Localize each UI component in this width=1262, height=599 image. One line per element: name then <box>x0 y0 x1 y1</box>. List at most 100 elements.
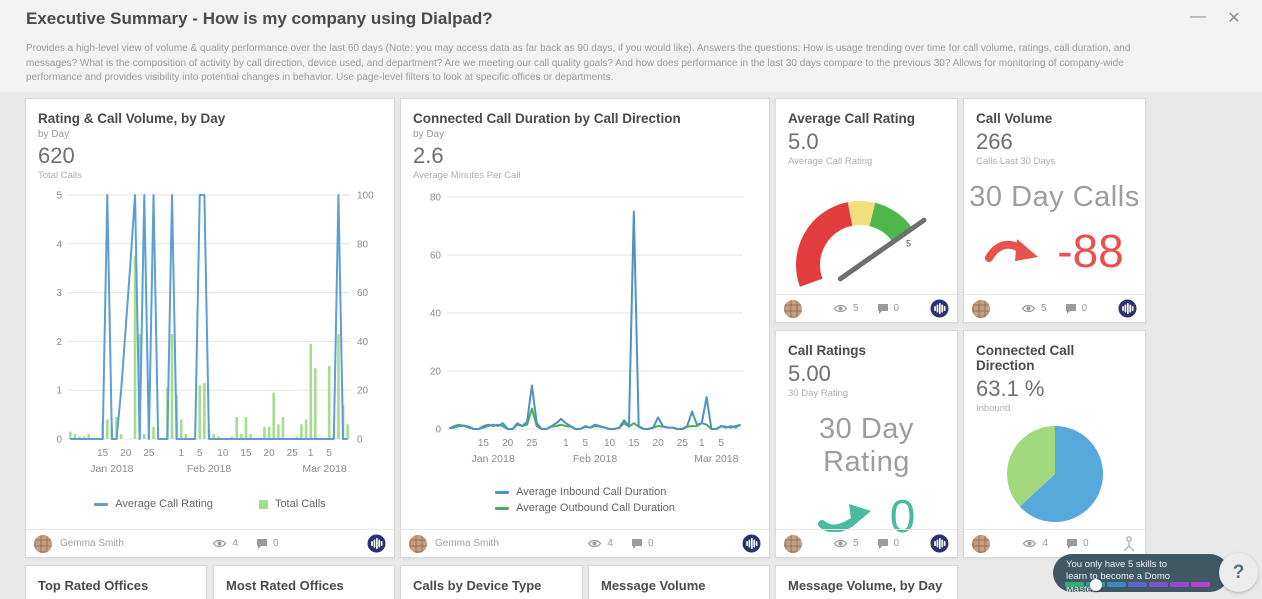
comments-icon <box>256 539 267 549</box>
svg-text:25: 25 <box>677 438 689 449</box>
svg-text:25: 25 <box>287 448 299 459</box>
legend-label: Average Inbound Call Duration <box>516 486 667 498</box>
svg-text:25: 25 <box>143 448 155 459</box>
call-direction-pie-chart <box>1006 426 1103 522</box>
card-footer: Gemma Smith 4 0 <box>26 529 394 557</box>
help-button[interactable]: ? <box>1219 553 1258 592</box>
call-rating-gauge-chart: 5 <box>795 201 926 287</box>
svg-text:20: 20 <box>502 438 514 449</box>
views-eye-icon <box>1023 539 1037 548</box>
card-message-volume-by-day[interactable]: Message Volume, by Day 65 <box>775 565 958 599</box>
card-title: Call Ratings <box>788 343 867 358</box>
svg-text:Jan 2018: Jan 2018 <box>90 463 133 475</box>
card-subtitle: by Day <box>38 129 70 140</box>
svg-text:15: 15 <box>240 448 252 459</box>
skills-progress-segment <box>1128 582 1147 587</box>
comments-count: 0 <box>647 538 654 549</box>
views-eye-icon <box>833 539 848 548</box>
card-owner: Gemma Smith <box>60 538 124 549</box>
views-eye-icon <box>588 539 602 548</box>
skills-tooltip: You only have 5 skills to learn to becom… <box>1053 554 1229 595</box>
card-title: Top Rated Offices <box>38 578 149 593</box>
card-summary-value: 5.00 <box>788 361 831 386</box>
svg-text:10: 10 <box>604 438 616 449</box>
svg-text:20: 20 <box>357 386 369 397</box>
share-icon <box>1123 535 1135 551</box>
card-summary-label: 30 Day Rating <box>788 388 849 399</box>
skills-progress-knob <box>1090 579 1102 591</box>
avatar <box>784 534 802 553</box>
card-summary-label: Calls Last 30 Days <box>976 156 1056 167</box>
card-calls-by-device-type[interactable]: Calls by Device Type <box>400 565 583 599</box>
card-average-call-rating[interactable]: Average Call Rating 5.0 Average Call Rat… <box>775 98 958 323</box>
card-summary-label: Average Minutes Per Call <box>413 170 521 181</box>
views-eye-icon <box>833 304 848 313</box>
views-count: 4 <box>607 538 613 549</box>
card-most-rated-offices[interactable]: Most Rated Offices 4.7 % <box>213 565 395 599</box>
legend-item-inbound: Average Inbound Call Duration <box>495 486 666 498</box>
card-summary-label: Total Calls <box>38 170 82 181</box>
comments-icon <box>631 539 642 549</box>
svg-text:0: 0 <box>435 425 441 436</box>
avatar <box>972 299 990 318</box>
card-call-volume[interactable]: Call Volume 266 Calls Last 30 Days 30 Da… <box>963 98 1146 323</box>
svg-text:Feb 2018: Feb 2018 <box>573 453 618 465</box>
domo-badge-icon <box>930 299 949 318</box>
svg-text:20: 20 <box>653 438 665 449</box>
card-connected-call-direction[interactable]: Connected Call Direction 63.1 % Inbound … <box>963 330 1146 558</box>
avatar <box>784 299 802 318</box>
avatar <box>409 534 427 553</box>
skills-progress-segment <box>1065 582 1084 587</box>
legend-item-rating: Average Call Rating <box>94 498 213 510</box>
svg-text:2: 2 <box>56 337 62 348</box>
minimize-button[interactable]: — <box>1190 8 1206 25</box>
domo-badge-icon <box>742 534 761 553</box>
square-marker-icon <box>258 499 268 509</box>
legend-label: Average Call Rating <box>115 498 213 510</box>
comments-icon <box>1067 539 1077 549</box>
legend-label: Average Outbound Call Duration <box>516 502 675 514</box>
domo-badge-icon <box>1118 299 1137 318</box>
comments-count: 0 <box>893 538 900 549</box>
svg-text:5: 5 <box>326 448 332 459</box>
svg-text:20: 20 <box>264 448 276 459</box>
card-message-volume[interactable]: Message Volume 48 <box>588 565 770 599</box>
card-top-rated-offices[interactable]: Top Rated Offices 5.00 <box>25 565 207 599</box>
card-title: Rating & Call Volume, by Day <box>38 111 226 126</box>
card-rating-call-volume[interactable]: Rating & Call Volume, by Day by Day 620 … <box>25 98 395 558</box>
legend-item-outbound: Average Outbound Call Duration <box>495 502 675 514</box>
card-call-ratings[interactable]: Call Ratings 5.00 30 Day Rating 30 Day R… <box>775 330 958 558</box>
card-title: Average Call Rating <box>788 111 916 126</box>
trend-up-arrow-icon <box>817 504 871 532</box>
svg-text:25: 25 <box>526 438 538 449</box>
card-footer: Gemma Smith 4 0 <box>401 529 769 557</box>
views-count: 5 <box>1040 303 1047 314</box>
svg-text:5: 5 <box>56 191 62 202</box>
comments-count: 0 <box>272 538 279 549</box>
close-button[interactable]: ✕ <box>1227 10 1241 27</box>
comments-count: 0 <box>1083 538 1089 549</box>
comments-icon <box>877 539 888 549</box>
svg-text:1: 1 <box>563 438 569 449</box>
svg-text:5: 5 <box>906 238 911 248</box>
avatar <box>972 534 990 553</box>
line-marker-icon <box>495 506 510 510</box>
comments-count: 0 <box>1081 303 1088 314</box>
svg-text:15: 15 <box>628 438 640 449</box>
card-title: Call Volume <box>976 111 1053 126</box>
legend-item-calls: Total Calls <box>258 498 326 510</box>
card-summary-value: 266 <box>976 129 1013 154</box>
svg-text:Feb 2018: Feb 2018 <box>187 463 232 475</box>
svg-text:3: 3 <box>56 288 62 299</box>
views-eye-icon <box>1021 304 1036 313</box>
card-call-duration[interactable]: Connected Call Duration by Call Directio… <box>400 98 770 558</box>
card-owner: Gemma Smith <box>435 538 499 549</box>
card-summary-value: 5.0 <box>788 129 819 154</box>
svg-text:40: 40 <box>430 309 442 320</box>
card-summary-label: Average Call Rating <box>788 156 873 167</box>
header-band <box>0 0 1262 92</box>
card-summary-label: Inbound <box>976 403 1011 414</box>
card-summary-value: 620 <box>38 143 75 168</box>
card-summary-value: 2.6 <box>413 143 444 168</box>
